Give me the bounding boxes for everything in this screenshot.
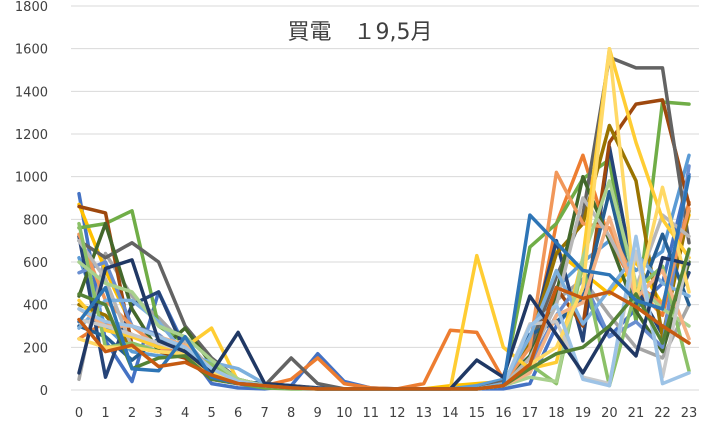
x-tick-label: 13	[416, 406, 433, 421]
series-line-27	[77, 285, 691, 391]
y-axis-ticks: 0 200 400 600 800 1000 1200 1400 1600 1800	[15, 0, 48, 399]
y-tick-label: 1800	[15, 0, 48, 15]
y-tick-label: 1000	[15, 171, 48, 186]
x-tick-label: 12	[389, 406, 406, 421]
y-tick-label: 400	[23, 299, 48, 314]
series-lines	[77, 46, 691, 391]
x-tick-label: 0	[75, 406, 83, 421]
x-tick-label: 6	[234, 406, 242, 421]
y-tick-label: 800	[23, 213, 48, 228]
chart-title: 買電 １9,5月	[288, 20, 433, 45]
x-tick-label: 19	[575, 406, 592, 421]
x-tick-label: 17	[522, 406, 539, 421]
y-tick-label: 600	[23, 256, 48, 271]
x-tick-label: 11	[362, 406, 379, 421]
x-tick-label: 2	[128, 406, 136, 421]
x-tick-label: 22	[654, 406, 671, 421]
x-tick-label: 7	[261, 406, 269, 421]
x-tick-label: 4	[181, 406, 189, 421]
y-tick-label: 1200	[15, 128, 48, 143]
x-tick-label: 20	[601, 406, 618, 421]
y-tick-label: 1600	[15, 43, 48, 58]
x-tick-label: 9	[314, 406, 322, 421]
x-tick-label: 18	[548, 406, 565, 421]
y-tick-label: 200	[23, 341, 48, 356]
x-tick-label: 8	[287, 406, 295, 421]
x-tick-label: 14	[442, 406, 459, 421]
x-tick-label: 3	[154, 406, 162, 421]
x-axis-ticks: 0 1 2 3 4 5 6 7 8 9 10 11 12 13 14 15 16 17 18 19 20 21 22 23	[75, 406, 697, 421]
x-tick-label: 1	[101, 406, 109, 421]
y-tick-label: 1400	[15, 85, 48, 100]
x-tick-label: 15	[469, 406, 486, 421]
x-tick-label: 23	[681, 406, 698, 421]
x-tick-label: 5	[207, 406, 215, 421]
x-tick-label: 21	[628, 406, 645, 421]
x-tick-label: 16	[495, 406, 512, 421]
y-tick-label: 0	[40, 384, 48, 399]
x-tick-label: 10	[336, 406, 353, 421]
